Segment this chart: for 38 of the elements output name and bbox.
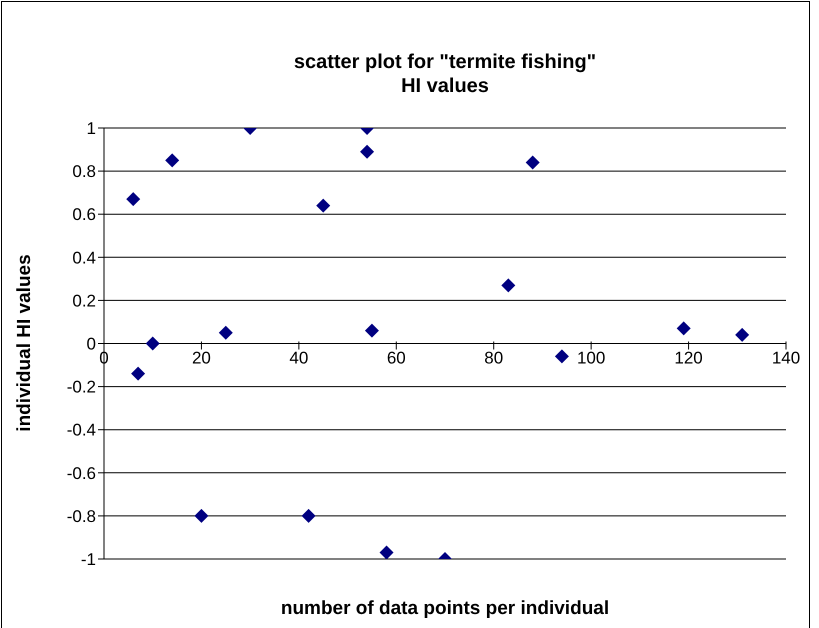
x-tick-label: 80 — [484, 348, 504, 368]
x-axis-title: number of data points per individual — [280, 598, 610, 620]
point — [676, 321, 691, 336]
point — [554, 349, 569, 364]
point — [735, 328, 750, 342]
y-axis-title: individual HI values — [14, 253, 36, 434]
x-tick-label: 60 — [386, 348, 406, 368]
x-tick-label: 120 — [674, 348, 703, 368]
point — [360, 144, 374, 159]
point — [316, 198, 330, 213]
y-tick-label: 0.8 — [72, 162, 96, 182]
y-tick-label: -0.2 — [66, 378, 96, 397]
point — [218, 326, 233, 340]
x-tick-label: 40 — [289, 348, 308, 368]
y-tick-label: 0 — [86, 334, 96, 354]
chart-subtitle: HI values — [400, 74, 490, 98]
chart-title: scatter plot for "termite fishing" — [292, 50, 598, 74]
y-tick-label: 0.6 — [72, 205, 96, 224]
y-tick-label: 0.2 — [72, 291, 96, 310]
y-tick-label: -1 — [80, 550, 96, 570]
point — [126, 192, 140, 206]
x-tick-label: 100 — [576, 348, 606, 368]
y-tick-label: 1 — [86, 119, 96, 138]
y-tick-label: -0.8 — [66, 506, 96, 526]
point — [146, 336, 160, 350]
point — [526, 155, 540, 170]
point — [302, 508, 316, 523]
point — [194, 508, 208, 523]
y-tick-label: 0.4 — [72, 248, 96, 268]
point — [131, 366, 146, 381]
x-tick-label: 140 — [772, 348, 800, 368]
x-tick-label: 20 — [192, 348, 211, 368]
point — [380, 546, 394, 559]
y-tick-label: -0.4 — [66, 420, 96, 440]
y-tick-label: -0.6 — [66, 464, 96, 483]
point — [364, 324, 379, 338]
point — [501, 278, 516, 292]
point — [165, 153, 180, 168]
